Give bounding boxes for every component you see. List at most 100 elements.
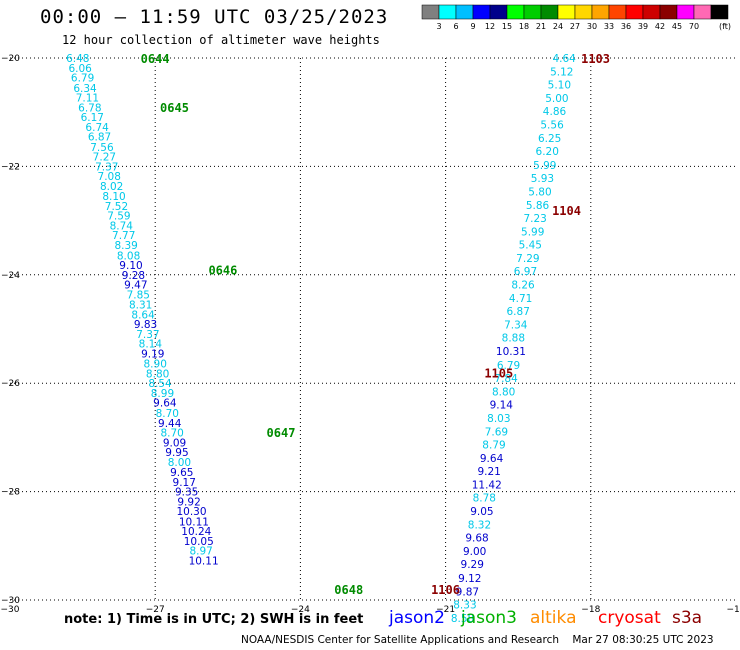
wave-height-point: 7.85	[127, 289, 150, 301]
wave-height-point: 4.71	[509, 293, 532, 305]
colorbar-swatch	[642, 4, 661, 20]
colorbar-label: 27	[570, 22, 580, 31]
wave-height-point: 8.00	[168, 457, 191, 469]
colorbar-label: 6	[453, 22, 458, 31]
wave-height-point: 9.29	[461, 559, 484, 571]
colorbar: 3 6 9 12 15 18 21 24 27 30 33 36 39 42 45 70 (ft)	[421, 4, 731, 31]
x-tick-label: −30	[1, 605, 20, 615]
wave-height-point: 10.31	[496, 346, 526, 358]
colorbar-swatch	[421, 4, 440, 20]
footer-note: note: 1) Time is in UTC; 2) SWH is in fe…	[64, 612, 364, 627]
wave-height-point: 8.90	[144, 359, 167, 371]
wave-height-point: 6.20	[536, 146, 559, 158]
wave-height-point: 9.95	[165, 447, 188, 459]
wave-height-point: 4.64	[552, 53, 576, 65]
wave-height-point: 5.80	[528, 186, 551, 198]
wave-height-point: 9.00	[463, 546, 486, 558]
time-label: 1106	[431, 583, 460, 597]
colorbar-swatch	[523, 4, 542, 20]
wave-height-point: 7.37	[136, 329, 159, 341]
wave-height-point: 9.64	[480, 453, 504, 465]
x-tick-label: −24	[291, 605, 310, 615]
legend-jason3: jason3	[461, 608, 517, 628]
wave-height-point: 8.64	[131, 309, 155, 321]
wave-height-point: 5.00	[545, 93, 568, 105]
colorbar-swatch	[608, 4, 627, 20]
wave-height-point: 5.93	[531, 173, 554, 185]
colorbar-label: 9	[470, 22, 475, 31]
wave-height-point: 11.42	[472, 480, 502, 492]
colorbar-swatch	[591, 4, 610, 20]
wave-height-point: 8.10	[102, 191, 125, 203]
wave-height-point: 5.45	[519, 239, 542, 251]
wave-height-point: 7.08	[98, 171, 121, 183]
wave-height-point: 6.97	[514, 266, 537, 278]
colorbar-label: 30	[587, 22, 597, 31]
time-label: 0647	[267, 426, 296, 440]
x-tick-label: −18	[581, 605, 600, 615]
colorbar-swatch	[540, 4, 559, 20]
legend-s3a: s3a	[672, 608, 703, 628]
wave-height-point: 9.19	[141, 348, 164, 360]
wave-height-point: 8.39	[114, 240, 137, 252]
x-tick-label: −27	[146, 605, 165, 615]
wave-height-point: 8.32	[468, 520, 491, 532]
colorbar-label: 39	[638, 22, 648, 31]
colorbar-swatch	[676, 4, 695, 20]
colorbar-swatch	[659, 4, 678, 20]
time-label: 1105	[484, 366, 513, 380]
wave-height-point: 9.44	[158, 418, 182, 430]
wave-height-point: 7.34	[504, 320, 528, 332]
time-label: 0644	[141, 52, 170, 66]
y-tick-label: −28	[1, 488, 20, 498]
wave-height-point: 7.29	[516, 253, 539, 265]
wave-height-point: 7.52	[105, 201, 128, 213]
wave-height-point: 9.68	[465, 533, 488, 545]
wave-height-point: 8.08	[117, 250, 140, 262]
wave-height-point: 6.79	[71, 73, 94, 85]
time-label: 0646	[208, 263, 237, 277]
wave-height-point: 6.78	[78, 102, 101, 114]
wave-height-point: 7.23	[523, 213, 546, 225]
wave-height-point: 8.33	[453, 599, 476, 611]
wave-height-point: 9.17	[173, 477, 196, 489]
wave-height-point: 6.87	[507, 306, 530, 318]
time-labels: 0644 0645 0646 0647 0648 1103 1104 1105 1106	[141, 52, 610, 597]
wave-height-point: 9.05	[470, 506, 493, 518]
wave-height-point: 6.34	[73, 83, 97, 95]
wave-height-point: 8.88	[502, 333, 525, 345]
colorbar-label: 24	[553, 22, 563, 31]
colorbar-label: 18	[519, 22, 529, 31]
wave-height-point: 7.37	[95, 161, 118, 173]
colorbar-swatch	[438, 4, 457, 20]
wave-height-point: 8.99	[151, 388, 174, 400]
wave-height-point: 7.77	[112, 230, 135, 242]
wave-height-point: 9.65	[170, 467, 193, 479]
wave-height-point: 9.09	[163, 437, 186, 449]
wave-height-point: 9.10	[119, 260, 142, 272]
wave-height-point: 4.86	[543, 106, 567, 118]
wave-height-point: 9.87	[456, 586, 479, 598]
wave-height-point: 6.48	[66, 53, 89, 65]
wave-height-point: 8.97	[189, 546, 212, 558]
wave-height-point: 10.11	[179, 516, 209, 528]
colorbar-unit: (ft)	[719, 22, 731, 31]
wave-height-point: 5.10	[548, 80, 571, 92]
footer-credit: NOAA/NESDIS Center for Satellite Applica…	[241, 634, 714, 646]
wave-height-point: 9.47	[124, 280, 147, 292]
colorbar-swatch	[489, 4, 508, 20]
wave-height-point: 8.80	[492, 386, 515, 398]
wave-height-point: 6.17	[81, 112, 104, 124]
colorbar-swatch	[557, 4, 576, 20]
wave-height-point: 8.70	[156, 408, 179, 420]
wave-height-point: 10.24	[181, 526, 211, 538]
colorbar-swatch	[693, 4, 712, 20]
wave-height-point: 5.56	[540, 120, 564, 132]
grid	[10, 57, 736, 601]
wave-height-point: 8.31	[129, 300, 152, 312]
wave-height-point: 7.56	[90, 142, 114, 154]
x-tick-label: −21	[436, 605, 455, 615]
colorbar-label: 3	[436, 22, 441, 31]
colorbar-swatch	[574, 4, 593, 20]
axis-ticks: −30 −27 −24 −21 −18 −15 −20 −22 −24 −26 −28 −30	[1, 54, 740, 615]
